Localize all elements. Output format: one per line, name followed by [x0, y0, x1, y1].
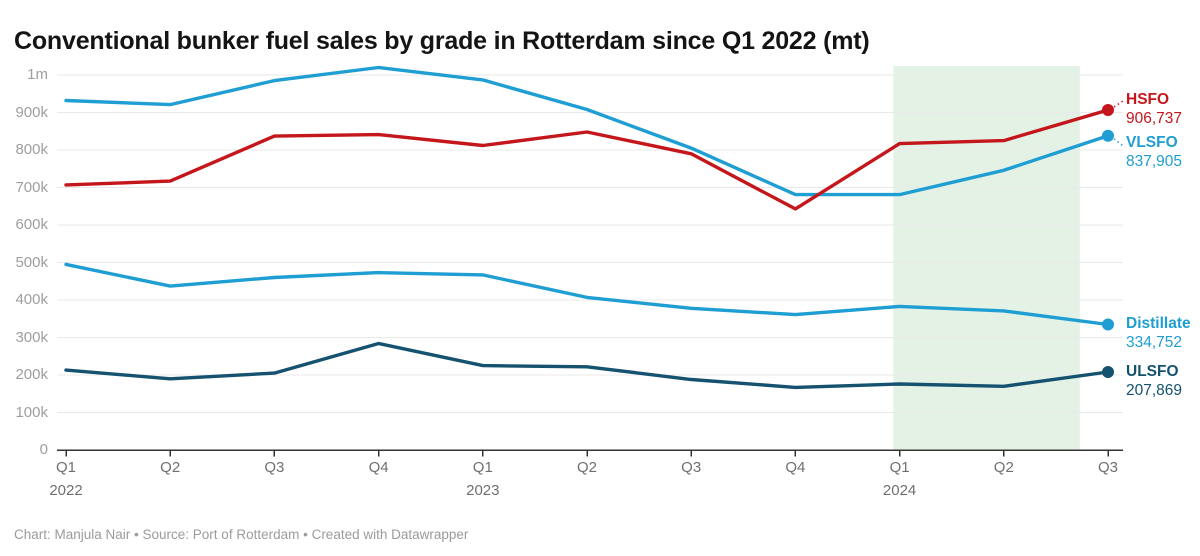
- x-axis-year-label: 2022: [49, 482, 83, 499]
- series-endpoint-dot-distillate: [1102, 318, 1114, 331]
- series-label-distillate: Distillate 334,752: [1126, 314, 1191, 352]
- series-end-value: 207,869: [1126, 382, 1183, 400]
- x-axis-tick-label: Q2: [160, 459, 181, 476]
- y-axis-tick-label: 800k: [15, 141, 48, 158]
- x-axis-tick-label: Q4: [368, 459, 389, 476]
- series-endpoint-dot-ulsfo: [1102, 366, 1114, 379]
- series-name: Distillate: [1126, 315, 1191, 333]
- series-label-ulsfo: ULSFO 207,869: [1126, 362, 1182, 400]
- series-name: VLSFO: [1126, 133, 1178, 151]
- x-axis-tick-label: Q2: [576, 459, 597, 476]
- y-axis-tick-label: 700k: [15, 178, 48, 196]
- y-axis-tick-label: 600k: [15, 216, 48, 233]
- y-axis-tick-label: 500k: [15, 253, 48, 271]
- y-axis-tick-label: 900k: [15, 103, 48, 121]
- x-axis-tick-label: Q2: [993, 459, 1014, 476]
- series-endpoint-dot-vlsfo: [1102, 129, 1114, 142]
- y-axis-tick-label: 300k: [15, 328, 48, 346]
- x-axis-tick-label: Q3: [264, 459, 285, 476]
- x-axis-tick-label: Q3: [681, 459, 702, 476]
- highlight-region: [893, 66, 1080, 450]
- series-line-ulsfo: [64, 341, 1110, 390]
- series-line-vlsfo: [64, 65, 1110, 197]
- label-connector-vlsfo: [1113, 138, 1124, 147]
- x-axis-tick-label: Q1: [55, 459, 76, 476]
- y-axis-tick-label: 0: [39, 441, 48, 458]
- series-end-value: 906,737: [1126, 109, 1183, 127]
- x-axis-year-label: 2024: [882, 482, 917, 499]
- series-line-hsfo: [64, 108, 1110, 211]
- label-connector-hsfo: [1113, 100, 1124, 108]
- x-axis-year-label: 2023: [466, 482, 500, 499]
- series-label-vlsfo: VLSFO 837,905: [1126, 133, 1182, 171]
- x-axis-tick-label: Q1: [472, 459, 493, 476]
- series-name: ULSFO: [1126, 363, 1179, 381]
- series-end-value: 334,752: [1126, 334, 1183, 352]
- series-end-value: 837,905: [1126, 152, 1183, 170]
- y-axis-tick-label: 100k: [15, 403, 48, 421]
- footer-credit: Chart: Manjula Nair • Source: Port of Ro…: [14, 527, 469, 542]
- y-axis-tick-label: 400k: [15, 291, 48, 308]
- chart-title: Conventional bunker fuel sales by grade …: [14, 26, 870, 55]
- x-axis-tick-label: Q4: [785, 459, 806, 476]
- series-label-hsfo: HSFO 906,737: [1126, 90, 1182, 128]
- y-axis-tick-label: 200k: [15, 366, 48, 383]
- x-axis-tick-label: Q3: [1097, 459, 1118, 476]
- x-axis-tick-label: Q1: [889, 459, 910, 476]
- series-endpoint-dot-hsfo: [1102, 103, 1114, 116]
- series-name: HSFO: [1126, 90, 1170, 108]
- series-line-distillate: [64, 262, 1110, 327]
- y-axis-tick-label: 1m: [27, 66, 48, 83]
